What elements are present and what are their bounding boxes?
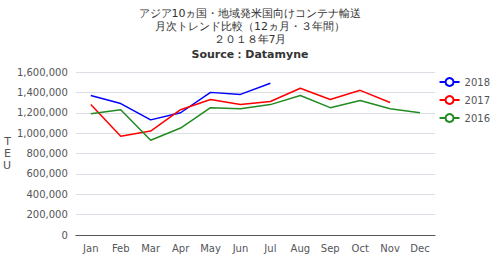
svg-text:T: T [4, 135, 12, 148]
svg-text:2017: 2017 [465, 95, 490, 106]
svg-text:Jul: Jul [263, 243, 276, 254]
svg-text:U: U [3, 159, 11, 172]
svg-text:400,000: 400,000 [26, 189, 67, 200]
svg-text:1,200,000: 1,200,000 [17, 107, 68, 118]
svg-text:月次トレンド比較（12ヵ月・３年間）: 月次トレンド比較（12ヵ月・３年間） [155, 20, 345, 33]
svg-text:1,400,000: 1,400,000 [17, 87, 68, 98]
svg-text:Jun: Jun [232, 243, 249, 254]
svg-text:Feb: Feb [112, 243, 130, 254]
svg-text:Source：Datamyne: Source：Datamyne [192, 48, 309, 61]
svg-text:2016: 2016 [465, 113, 490, 124]
svg-text:1,600,000: 1,600,000 [17, 67, 68, 78]
svg-text:Mar: Mar [141, 243, 161, 254]
svg-text:200,000: 200,000 [26, 209, 67, 220]
svg-text:Oct: Oct [352, 243, 369, 254]
svg-text:Aug: Aug [291, 243, 311, 254]
svg-text:Dec: Dec [410, 243, 429, 254]
svg-text:2018: 2018 [465, 77, 490, 88]
svg-text:E: E [4, 147, 12, 160]
svg-text:Nov: Nov [380, 243, 400, 254]
svg-text:600,000: 600,000 [26, 168, 67, 179]
svg-text:２０１８年7月: ２０１８年7月 [214, 33, 287, 46]
svg-text:0: 0 [61, 230, 67, 241]
svg-text:Sep: Sep [321, 243, 340, 254]
svg-text:アジア10ヵ国・地域発米国向けコンテナ輸送: アジア10ヵ国・地域発米国向けコンテナ輸送 [139, 7, 362, 20]
svg-text:Jan: Jan [82, 243, 98, 254]
svg-text:Apr: Apr [172, 243, 190, 254]
svg-text:May: May [200, 243, 221, 254]
svg-text:800,000: 800,000 [26, 148, 67, 159]
svg-text:1,000,000: 1,000,000 [17, 128, 68, 139]
